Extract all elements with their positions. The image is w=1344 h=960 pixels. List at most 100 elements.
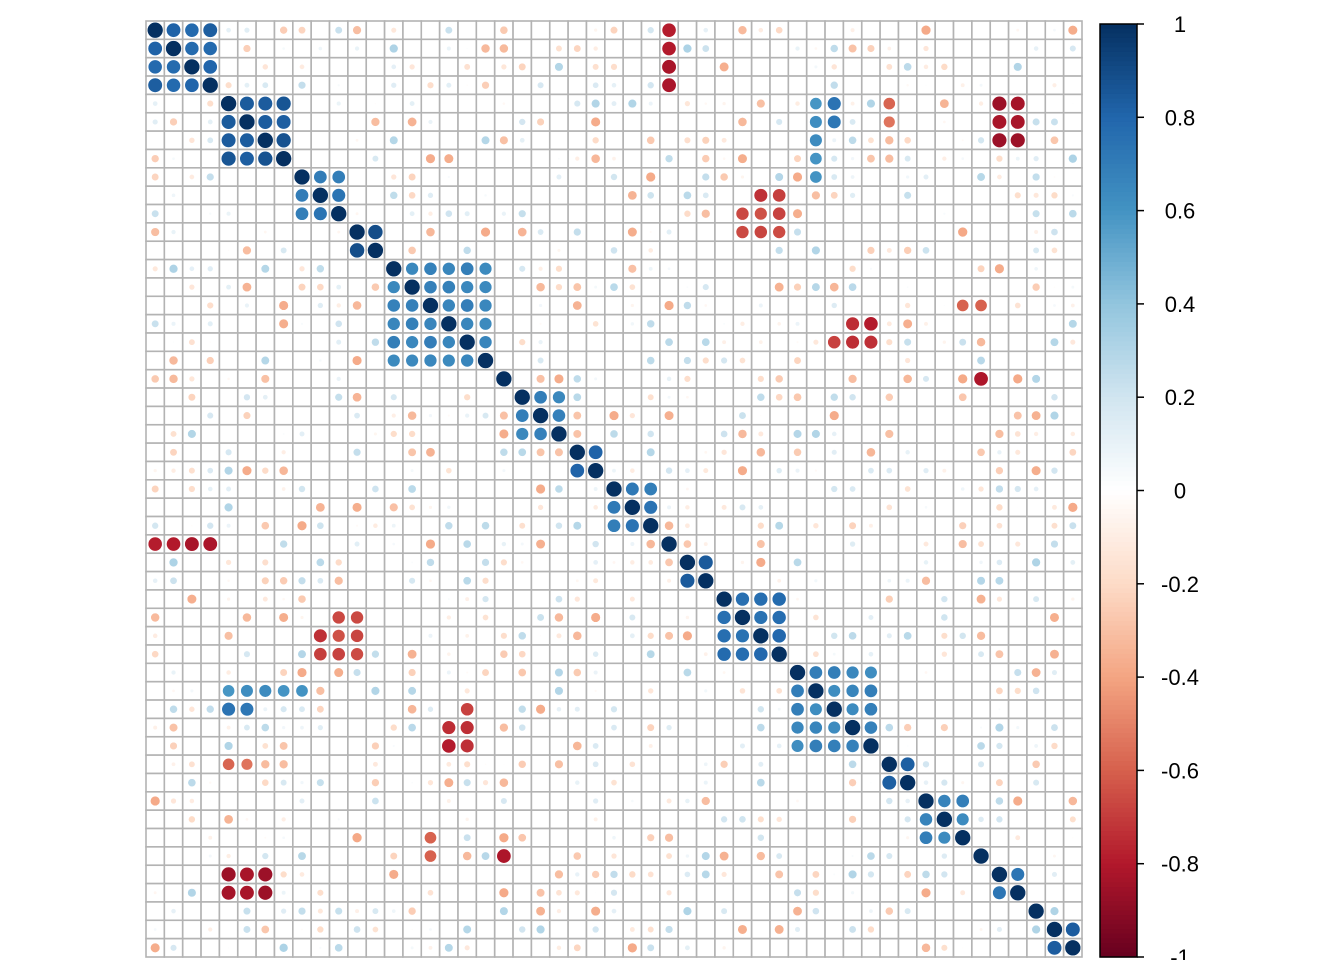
correlation-circle (208, 780, 213, 785)
matrix-cell (604, 625, 624, 646)
correlation-circle (1052, 853, 1057, 859)
correlation-circle (683, 209, 692, 218)
correlation-circle (170, 229, 177, 235)
matrix-cell (420, 754, 441, 775)
correlation-circle (592, 504, 599, 511)
matrix-cell (1044, 350, 1065, 371)
matrix-cell (273, 515, 294, 536)
correlation-circle (753, 610, 769, 625)
matrix-cell (622, 423, 643, 444)
matrix-cell (420, 864, 441, 885)
correlation-circle (863, 335, 879, 350)
correlation-circle (739, 687, 746, 695)
matrix-cell (236, 479, 257, 499)
matrix-cell (732, 937, 753, 958)
matrix-cell (420, 167, 441, 187)
matrix-cell (622, 203, 643, 224)
matrix-cell (824, 827, 845, 848)
matrix-cell (292, 332, 312, 353)
matrix-cell (383, 460, 404, 481)
matrix-cell (420, 56, 441, 77)
matrix-cell (640, 460, 661, 481)
correlation-circle (590, 98, 601, 109)
correlation-circle (904, 302, 911, 309)
correlation-circle (771, 610, 787, 625)
matrix-cell (952, 754, 973, 775)
correlation-circle (610, 705, 618, 713)
matrix-cell (805, 313, 826, 334)
matrix-cell (805, 20, 826, 41)
matrix-cell (567, 56, 588, 77)
correlation-circle (518, 209, 527, 218)
matrix-cell (475, 882, 496, 903)
correlation-circle (752, 627, 770, 645)
correlation-circle (592, 320, 600, 328)
correlation-circle (995, 484, 1004, 494)
correlation-circle (371, 926, 379, 933)
correlation-circle (830, 485, 838, 493)
matrix-cell (805, 552, 826, 573)
matrix-cell (292, 130, 312, 151)
correlation-circle (460, 353, 474, 368)
matrix-cell (934, 919, 955, 940)
correlation-circle (373, 431, 378, 437)
colorbar-segment (1100, 187, 1137, 193)
matrix-cell (163, 93, 184, 114)
matrix-cell (989, 387, 1010, 408)
matrix-cell (402, 625, 423, 646)
matrix-cell (916, 130, 936, 151)
correlation-circle (774, 374, 784, 384)
matrix-cell (328, 754, 349, 775)
matrix-cell (879, 552, 900, 573)
matrix-cell (860, 111, 881, 132)
matrix-cell (438, 680, 459, 701)
correlation-circle (1065, 921, 1081, 938)
correlation-circle (537, 339, 544, 345)
matrix-cell (145, 350, 166, 371)
matrix-cell (897, 644, 918, 665)
matrix-cell (475, 534, 496, 555)
matrix-cell (971, 405, 992, 426)
matrix-cell (145, 809, 166, 830)
matrix-cell (292, 442, 312, 463)
matrix-cell (347, 589, 368, 610)
matrix-cell (347, 258, 368, 279)
matrix-cell (255, 534, 276, 555)
correlation-circle (682, 906, 693, 916)
correlation-circle (242, 411, 252, 420)
correlation-circle (171, 156, 176, 161)
correlation-circle (313, 628, 328, 643)
matrix-cell (218, 772, 239, 793)
correlation-circle (940, 595, 949, 603)
colorbar-segment (1100, 919, 1137, 925)
colorbar-segment (1100, 803, 1137, 809)
matrix-cell (622, 148, 643, 169)
matrix-cell (732, 130, 753, 151)
correlation-circle (716, 646, 732, 662)
matrix-cell (677, 75, 698, 96)
correlation-circle (629, 632, 636, 639)
correlation-circle (679, 554, 696, 571)
matrix-cell (695, 717, 716, 738)
matrix-cell (1062, 460, 1083, 481)
colorbar-segment (1100, 75, 1137, 81)
matrix-cell (604, 680, 624, 701)
matrix-cell (438, 111, 459, 132)
correlation-circle (166, 536, 181, 552)
matrix-cell (585, 589, 606, 610)
matrix-cell (842, 644, 863, 665)
correlation-circle (351, 355, 363, 366)
correlation-circle (478, 280, 493, 294)
matrix-cell (255, 809, 276, 830)
correlation-circle (554, 612, 564, 623)
correlation-circle (627, 942, 638, 954)
correlation-circle (425, 447, 436, 458)
matrix-cell (383, 625, 404, 646)
matrix-cell (530, 680, 551, 701)
correlation-circle (902, 373, 913, 384)
correlation-circle (552, 408, 566, 423)
correlation-circle (483, 193, 488, 198)
correlation-circle (318, 358, 323, 363)
correlation-circle (903, 870, 912, 879)
correlation-circle (238, 113, 256, 131)
